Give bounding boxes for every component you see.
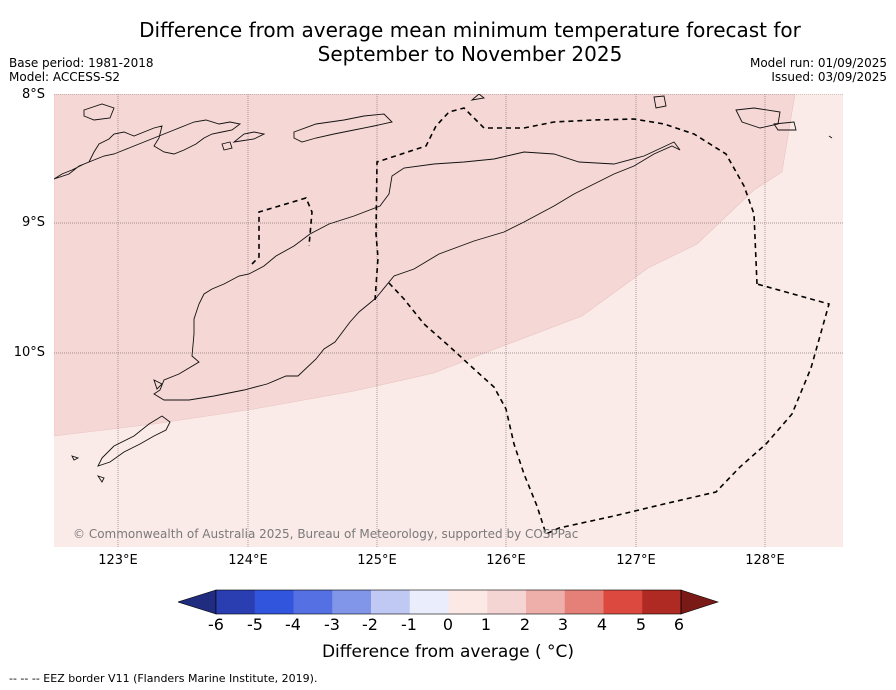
- lon-label-125e: 125°E: [357, 553, 397, 568]
- title-line-1: Difference from average mean minimum tem…: [139, 18, 801, 42]
- meta-left: Base period: 1981-2018 Model: ACCESS-S2: [9, 56, 154, 84]
- eez-borders: [251, 107, 830, 536]
- colorbar-outline: [215, 589, 682, 615]
- colorbar-cells: [178, 589, 719, 615]
- cbar-tick: -1: [401, 615, 417, 634]
- islet-ne: [828, 135, 833, 139]
- cbar-tick: 1: [480, 615, 492, 634]
- copyright-notice: © Commonwealth of Australia 2025, Bureau…: [73, 527, 579, 541]
- colorbar-cell: [409, 590, 449, 614]
- colorbar-cell: [564, 590, 604, 614]
- islet-north-1: [232, 131, 266, 143]
- cbar-tick: 5: [635, 615, 647, 634]
- coastlines: [54, 94, 833, 483]
- cbar-tick: -4: [285, 615, 301, 634]
- cbar-tick: -5: [247, 615, 263, 634]
- anomaly-zone-1-to-2: [54, 94, 796, 437]
- lon-label-128e: 128°E: [745, 553, 785, 568]
- lat-label-10s: 10°S: [13, 345, 45, 360]
- lat-label-8s: 8°S: [21, 87, 45, 102]
- colorbar-cell: [642, 590, 682, 614]
- colorbar-extension-low: [178, 589, 217, 615]
- colorbar-cell: [332, 590, 372, 614]
- rote-coastline: [97, 415, 171, 467]
- cbar-tick: -2: [362, 615, 378, 634]
- map-panel: [54, 94, 843, 547]
- timor-coastline: [153, 141, 681, 401]
- lon-label-123e: 123°E: [98, 553, 138, 568]
- cbar-tick: -3: [324, 615, 340, 634]
- lon-label-124e: 124°E: [228, 553, 268, 568]
- issued-date: Issued: 03/09/2025: [771, 70, 887, 84]
- islet-north-7: [470, 94, 486, 101]
- islet-sw-1: [71, 455, 80, 461]
- colorbar-cell: [254, 590, 294, 614]
- cbar-tick: 6: [673, 615, 685, 634]
- colorbar-cell: [526, 590, 566, 614]
- cbar-tick: 3: [557, 615, 569, 634]
- colorbar-cell: [371, 590, 411, 614]
- map-title: Difference from average mean minimum tem…: [0, 18, 896, 66]
- colorbar-cell: [603, 590, 643, 614]
- cbar-tick: 2: [519, 615, 531, 634]
- colorbar-cell: [448, 590, 488, 614]
- cbar-tick: 0: [442, 615, 454, 634]
- lon-label-126e: 126°E: [486, 553, 526, 568]
- islet-west-1: [153, 379, 163, 390]
- colorbar-cell: [216, 590, 256, 614]
- graticule: [54, 94, 843, 547]
- meta-right: Model run: 01/09/2025 Issued: 03/09/2025: [750, 56, 887, 84]
- cbar-tick: -6: [208, 615, 224, 634]
- lon-label-127e: 127°E: [616, 553, 656, 568]
- islet-north-2: [293, 113, 393, 143]
- islet-west-2: [221, 141, 233, 151]
- colorbar-cell: [487, 590, 527, 614]
- model-run: Model run: 01/09/2025: [749, 56, 887, 70]
- colorbar-extension-high: [680, 589, 719, 615]
- alor-wetar-coastline: [54, 119, 242, 180]
- islet-north-6: [773, 121, 797, 131]
- model-name: Model: ACCESS-S2: [9, 70, 121, 84]
- islet-north-4: [653, 95, 667, 109]
- cbar-tick: 4: [596, 615, 608, 634]
- title-line-2: September to November 2025: [317, 42, 623, 66]
- base-period: Base period: 1981-2018: [9, 56, 154, 70]
- colorbar-label: Difference from average ( °C): [321, 642, 575, 662]
- colorbar-cell: [293, 590, 333, 614]
- lat-label-9s: 9°S: [21, 215, 45, 230]
- islet-sw-2: [96, 475, 105, 483]
- eez-timor-north: [374, 107, 758, 301]
- colorbar: [178, 589, 719, 615]
- islet-north-3: [83, 103, 115, 121]
- eez-legend-note: -- -- -- EEZ border V11 (Flanders Marine…: [9, 672, 318, 685]
